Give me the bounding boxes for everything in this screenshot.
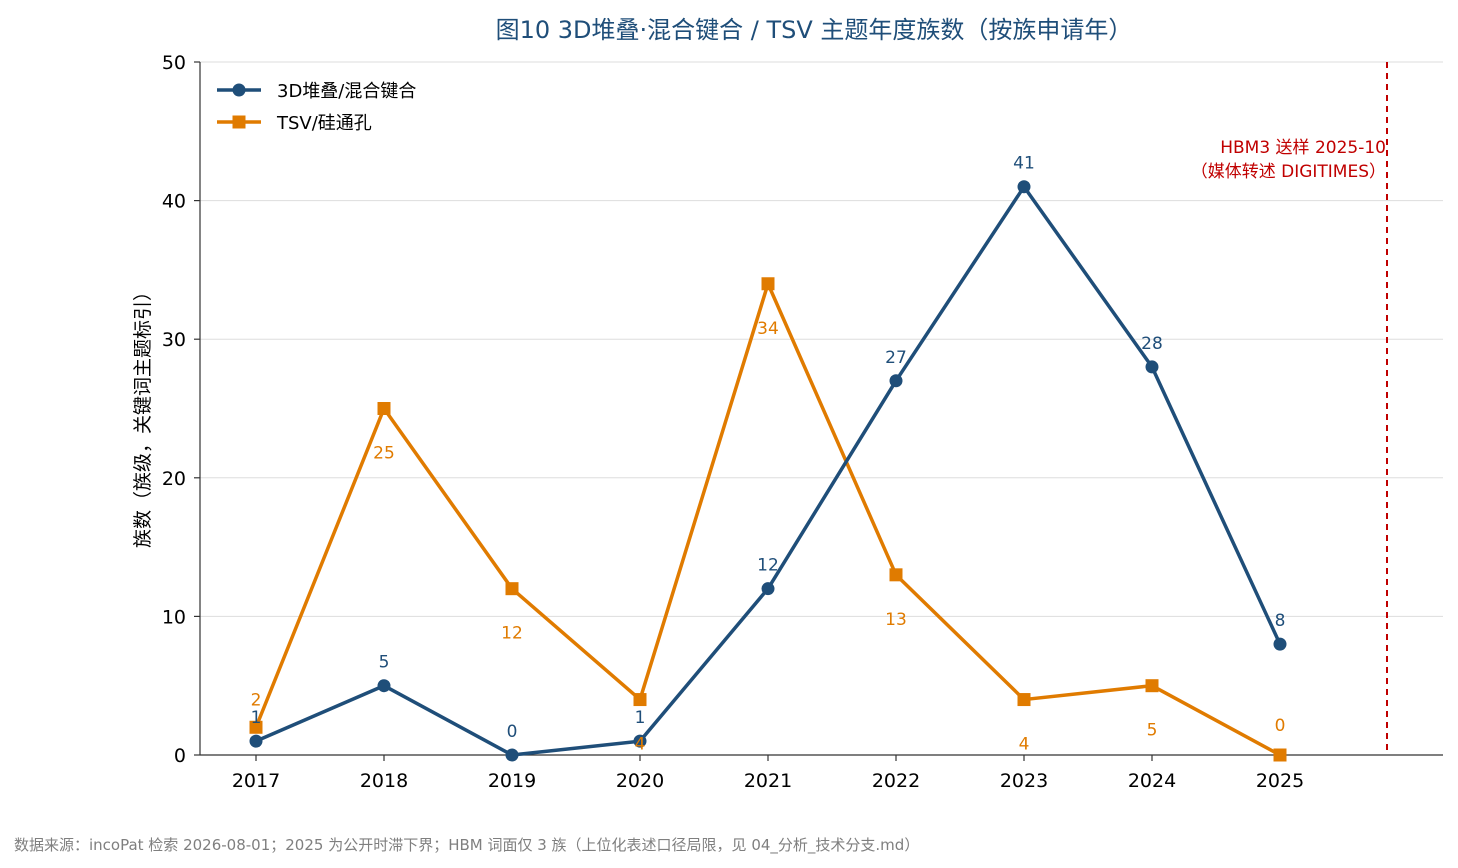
legend-label-tsv: TSV/硅通孔 — [276, 113, 372, 134]
data-labels: 1 5 0 1 12 27 41 28 8 2 25 12 4 34 13 4 5 0 — [251, 154, 1286, 755]
data-point-3d — [889, 374, 903, 388]
series-line-tsv — [254, 282, 1281, 757]
data-point-tsv — [761, 277, 775, 291]
y-tick-label: 0 — [174, 745, 186, 767]
data-point-3d — [1017, 180, 1031, 194]
data-label-3d: 0 — [507, 722, 518, 742]
data-label-tsv: 12 — [501, 624, 523, 644]
x-tick-label: 2024 — [1128, 770, 1176, 792]
gridlines — [200, 61, 1443, 617]
data-point-3d — [1145, 360, 1159, 374]
x-tick-label: 2020 — [616, 770, 664, 792]
data-point-tsv — [505, 582, 519, 596]
data-point-tsv — [1145, 679, 1159, 693]
data-label-tsv: 4 — [635, 735, 646, 755]
data-point-tsv — [1017, 693, 1031, 707]
series-layer — [249, 180, 1287, 762]
legend-marker-tsv — [232, 115, 246, 129]
data-point-3d — [633, 734, 647, 748]
data-label-tsv: 4 — [1019, 735, 1030, 755]
annotation-text-line2: （媒体转述 DIGITIMES） — [1191, 162, 1386, 182]
data-label-3d: 27 — [885, 348, 907, 368]
data-point-tsv — [1273, 748, 1287, 762]
x-tick-label: 2021 — [744, 770, 792, 792]
data-label-tsv: 25 — [373, 444, 395, 464]
data-label-3d: 41 — [1013, 154, 1035, 174]
data-label-tsv: 0 — [1275, 716, 1286, 736]
x-ticks: 2017 2018 2019 2020 2021 2022 2023 2024 2025 — [232, 755, 1304, 792]
data-point-3d — [761, 582, 775, 596]
data-point-3d — [249, 734, 263, 748]
data-label-tsv: 2 — [251, 690, 262, 710]
data-point-3d — [377, 679, 391, 693]
data-label-3d: 28 — [1141, 334, 1163, 354]
legend-marker-3d — [232, 83, 246, 97]
x-tick-label: 2023 — [1000, 770, 1048, 792]
legend-label-3d: 3D堆叠/混合键合 — [277, 81, 416, 102]
data-point-tsv — [249, 720, 263, 734]
y-ticks: 0 10 20 30 40 50 — [162, 52, 200, 767]
data-point-3d — [505, 748, 519, 762]
x-tick-label: 2019 — [488, 770, 536, 792]
x-tick-label: 2025 — [1256, 770, 1304, 792]
data-label-3d: 1 — [635, 708, 646, 728]
y-tick-label: 40 — [162, 191, 186, 213]
data-label-tsv: 34 — [757, 319, 779, 339]
data-point-tsv — [377, 402, 391, 415]
x-tick-label: 2022 — [872, 770, 920, 792]
annotation-text-line1: HBM3 送样 2025-10 — [1220, 138, 1386, 158]
y-tick-label: 20 — [162, 468, 186, 490]
y-tick-label: 10 — [162, 606, 186, 628]
data-point-3d — [1273, 637, 1287, 651]
x-tick-label: 2018 — [360, 770, 408, 792]
legend: 3D堆叠/混合键合 TSV/硅通孔 — [217, 81, 416, 134]
y-tick-label: 50 — [162, 52, 186, 74]
data-point-tsv — [633, 693, 647, 707]
data-point-tsv — [889, 568, 903, 582]
data-label-3d: 8 — [1275, 611, 1286, 631]
source-note: 数据来源：incoPat 检索 2026-08-01；2025 为公开时滞下界；… — [14, 836, 919, 855]
data-label-3d: 1 — [251, 708, 262, 728]
chart-title: 图10 3D堆叠·混合键合 / TSV 主题年度族数（按族申请年） — [496, 16, 1133, 44]
data-label-tsv: 13 — [885, 610, 907, 630]
series-line-3d — [255, 184, 1282, 757]
data-label-3d: 5 — [379, 653, 390, 673]
x-tick-label: 2017 — [232, 770, 280, 792]
y-tick-label: 30 — [162, 329, 186, 351]
data-label-tsv: 5 — [1147, 721, 1158, 741]
data-label-3d: 12 — [757, 556, 779, 576]
y-axis-label: 族数（族级，关键词主题标引） — [132, 282, 154, 548]
